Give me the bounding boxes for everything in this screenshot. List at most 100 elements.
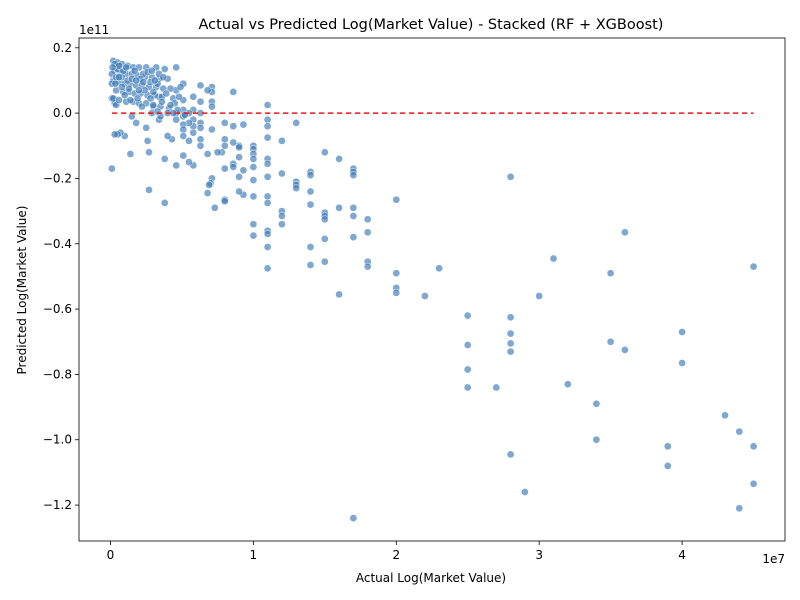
data-point: [176, 83, 185, 91]
data-point: [749, 479, 758, 488]
data-point: [132, 76, 141, 85]
data-point: [521, 488, 529, 496]
data-point: [463, 311, 472, 320]
data-point: [235, 172, 243, 181]
data-point: [749, 442, 758, 451]
data-point: [196, 123, 205, 132]
data-point: [563, 380, 572, 389]
data-point: [213, 148, 222, 157]
data-point: [108, 164, 116, 173]
y-tick-label: −1.0: [43, 433, 72, 447]
y-tick-label: 0.2: [53, 41, 72, 55]
data-point: [172, 115, 181, 124]
data-point: [663, 442, 672, 451]
data-point: [163, 132, 172, 140]
data-point: [392, 195, 401, 204]
data-point: [166, 101, 175, 109]
y-tick-label: −0.6: [43, 302, 72, 316]
y-axis-label: Predicted Log(Market Value): [15, 206, 29, 375]
x-axis-label: Actual Log(Market Value): [356, 571, 506, 585]
data-point: [263, 243, 272, 251]
data-point: [120, 91, 129, 100]
data-point: [506, 450, 515, 459]
data-point: [229, 122, 238, 131]
data-point: [549, 254, 558, 263]
data-point: [678, 328, 686, 336]
data-point: [115, 96, 123, 104]
data-point: [172, 63, 181, 72]
data-point: [463, 341, 472, 349]
data-point: [335, 203, 343, 212]
data-point: [196, 135, 205, 144]
data-point: [506, 313, 515, 322]
data-point: [142, 123, 151, 132]
data-point: [160, 65, 169, 73]
x-tick-label: 0: [107, 548, 115, 562]
data-point: [721, 411, 729, 420]
data-point: [320, 215, 329, 224]
data-point: [592, 399, 601, 408]
data-point: [139, 78, 148, 86]
data-point: [203, 150, 212, 158]
data-point: [749, 262, 758, 271]
data-point: [128, 112, 136, 121]
data-point: [349, 514, 358, 522]
data-point: [306, 171, 315, 180]
data-point: [263, 192, 272, 201]
data-point: [506, 329, 515, 338]
y-tick-label: −0.4: [43, 237, 72, 251]
data-point: [306, 243, 315, 251]
data-point: [663, 462, 672, 470]
data-point: [606, 337, 615, 346]
y-tick-label: −0.8: [43, 367, 72, 381]
data-point: [263, 230, 272, 238]
data-point: [229, 138, 238, 147]
data-point: [306, 200, 315, 209]
data-point: [349, 203, 358, 212]
x-axis-ticks: 0 1 2 3 4: [107, 541, 686, 562]
data-point: [349, 212, 358, 220]
data-point: [278, 137, 286, 145]
data-point: [392, 288, 401, 297]
x-tick-label: 4: [678, 548, 686, 562]
data-point: [306, 261, 315, 269]
data-point: [506, 347, 515, 356]
data-point: [196, 81, 205, 90]
x-tick-label: 1: [250, 548, 258, 562]
data-point: [392, 269, 401, 278]
y-axis-ticks: 0.2 0.0 −0.2 −0.4 −0.6 −0.8 −1.0 −1.2: [43, 41, 79, 512]
data-point: [208, 125, 216, 134]
data-point: [179, 125, 188, 134]
data-point: [149, 88, 158, 96]
data-point: [506, 339, 515, 348]
data-point: [506, 172, 515, 181]
data-point: [203, 189, 212, 197]
data-point: [126, 96, 135, 104]
data-point: [175, 92, 183, 101]
data-point: [133, 94, 142, 103]
data-point: [115, 61, 123, 70]
data-point: [162, 89, 171, 98]
data-point: [592, 435, 601, 444]
data-point: [108, 63, 117, 72]
data-point: [122, 63, 131, 72]
data-point: [148, 66, 156, 75]
data-point: [126, 150, 135, 158]
data-point: [263, 101, 272, 109]
data-point: [292, 184, 301, 193]
data-point: [125, 84, 133, 93]
data-point: [235, 143, 243, 152]
data-point: [179, 151, 188, 160]
data-point: [263, 133, 272, 142]
y-tick-label: −1.2: [43, 498, 72, 512]
data-point: [335, 290, 343, 299]
data-point: [249, 163, 258, 171]
data-points: [108, 57, 758, 522]
data-point: [130, 66, 139, 75]
data-point: [249, 231, 258, 240]
data-point: [180, 110, 189, 119]
data-point: [263, 115, 272, 124]
data-point: [435, 264, 443, 273]
data-point: [138, 102, 146, 111]
data-point: [189, 92, 198, 101]
